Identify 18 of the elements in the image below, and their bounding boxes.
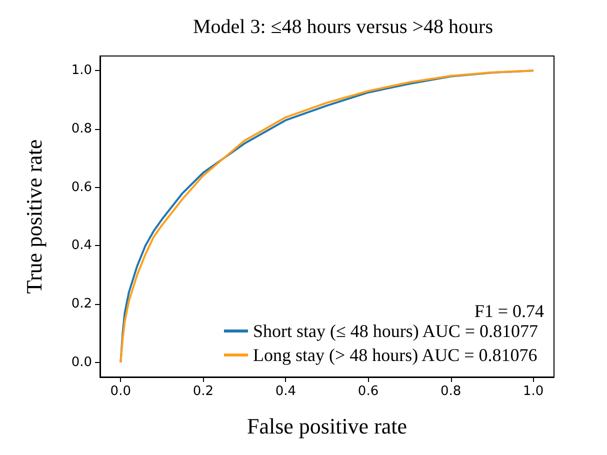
- y-tick-label: 0.0: [71, 354, 92, 370]
- chart-title: Model 3: ≤48 hours versus >48 hours: [192, 16, 494, 38]
- y-tick-label: 0.6: [71, 180, 92, 195]
- y-tick-label: 0.8: [71, 121, 92, 136]
- legend-label: Short stay (≤ 48 hours) AUC = 0.81077: [252, 321, 538, 341]
- y-tick-label: 0.2: [71, 296, 92, 312]
- x-tick-label: 0.0: [110, 384, 131, 399]
- y-tick-label: 0.4: [71, 238, 92, 254]
- legend-title: F1 = 0.74: [474, 301, 544, 321]
- x-axis-title: False positive rate: [246, 414, 408, 438]
- legend-label: Long stay (> 48 hours) AUC = 0.81076: [252, 345, 538, 365]
- x-tick-label: 0.2: [192, 384, 214, 399]
- x-tick-label: 0.4: [275, 384, 296, 399]
- y-axis-title: True positive rate: [22, 139, 46, 294]
- x-tick-label: 1.0: [523, 384, 544, 399]
- x-tick-label: 0.6: [358, 384, 379, 399]
- y-tick-label: 1.0: [71, 63, 92, 78]
- x-tick-label: 0.8: [440, 384, 462, 399]
